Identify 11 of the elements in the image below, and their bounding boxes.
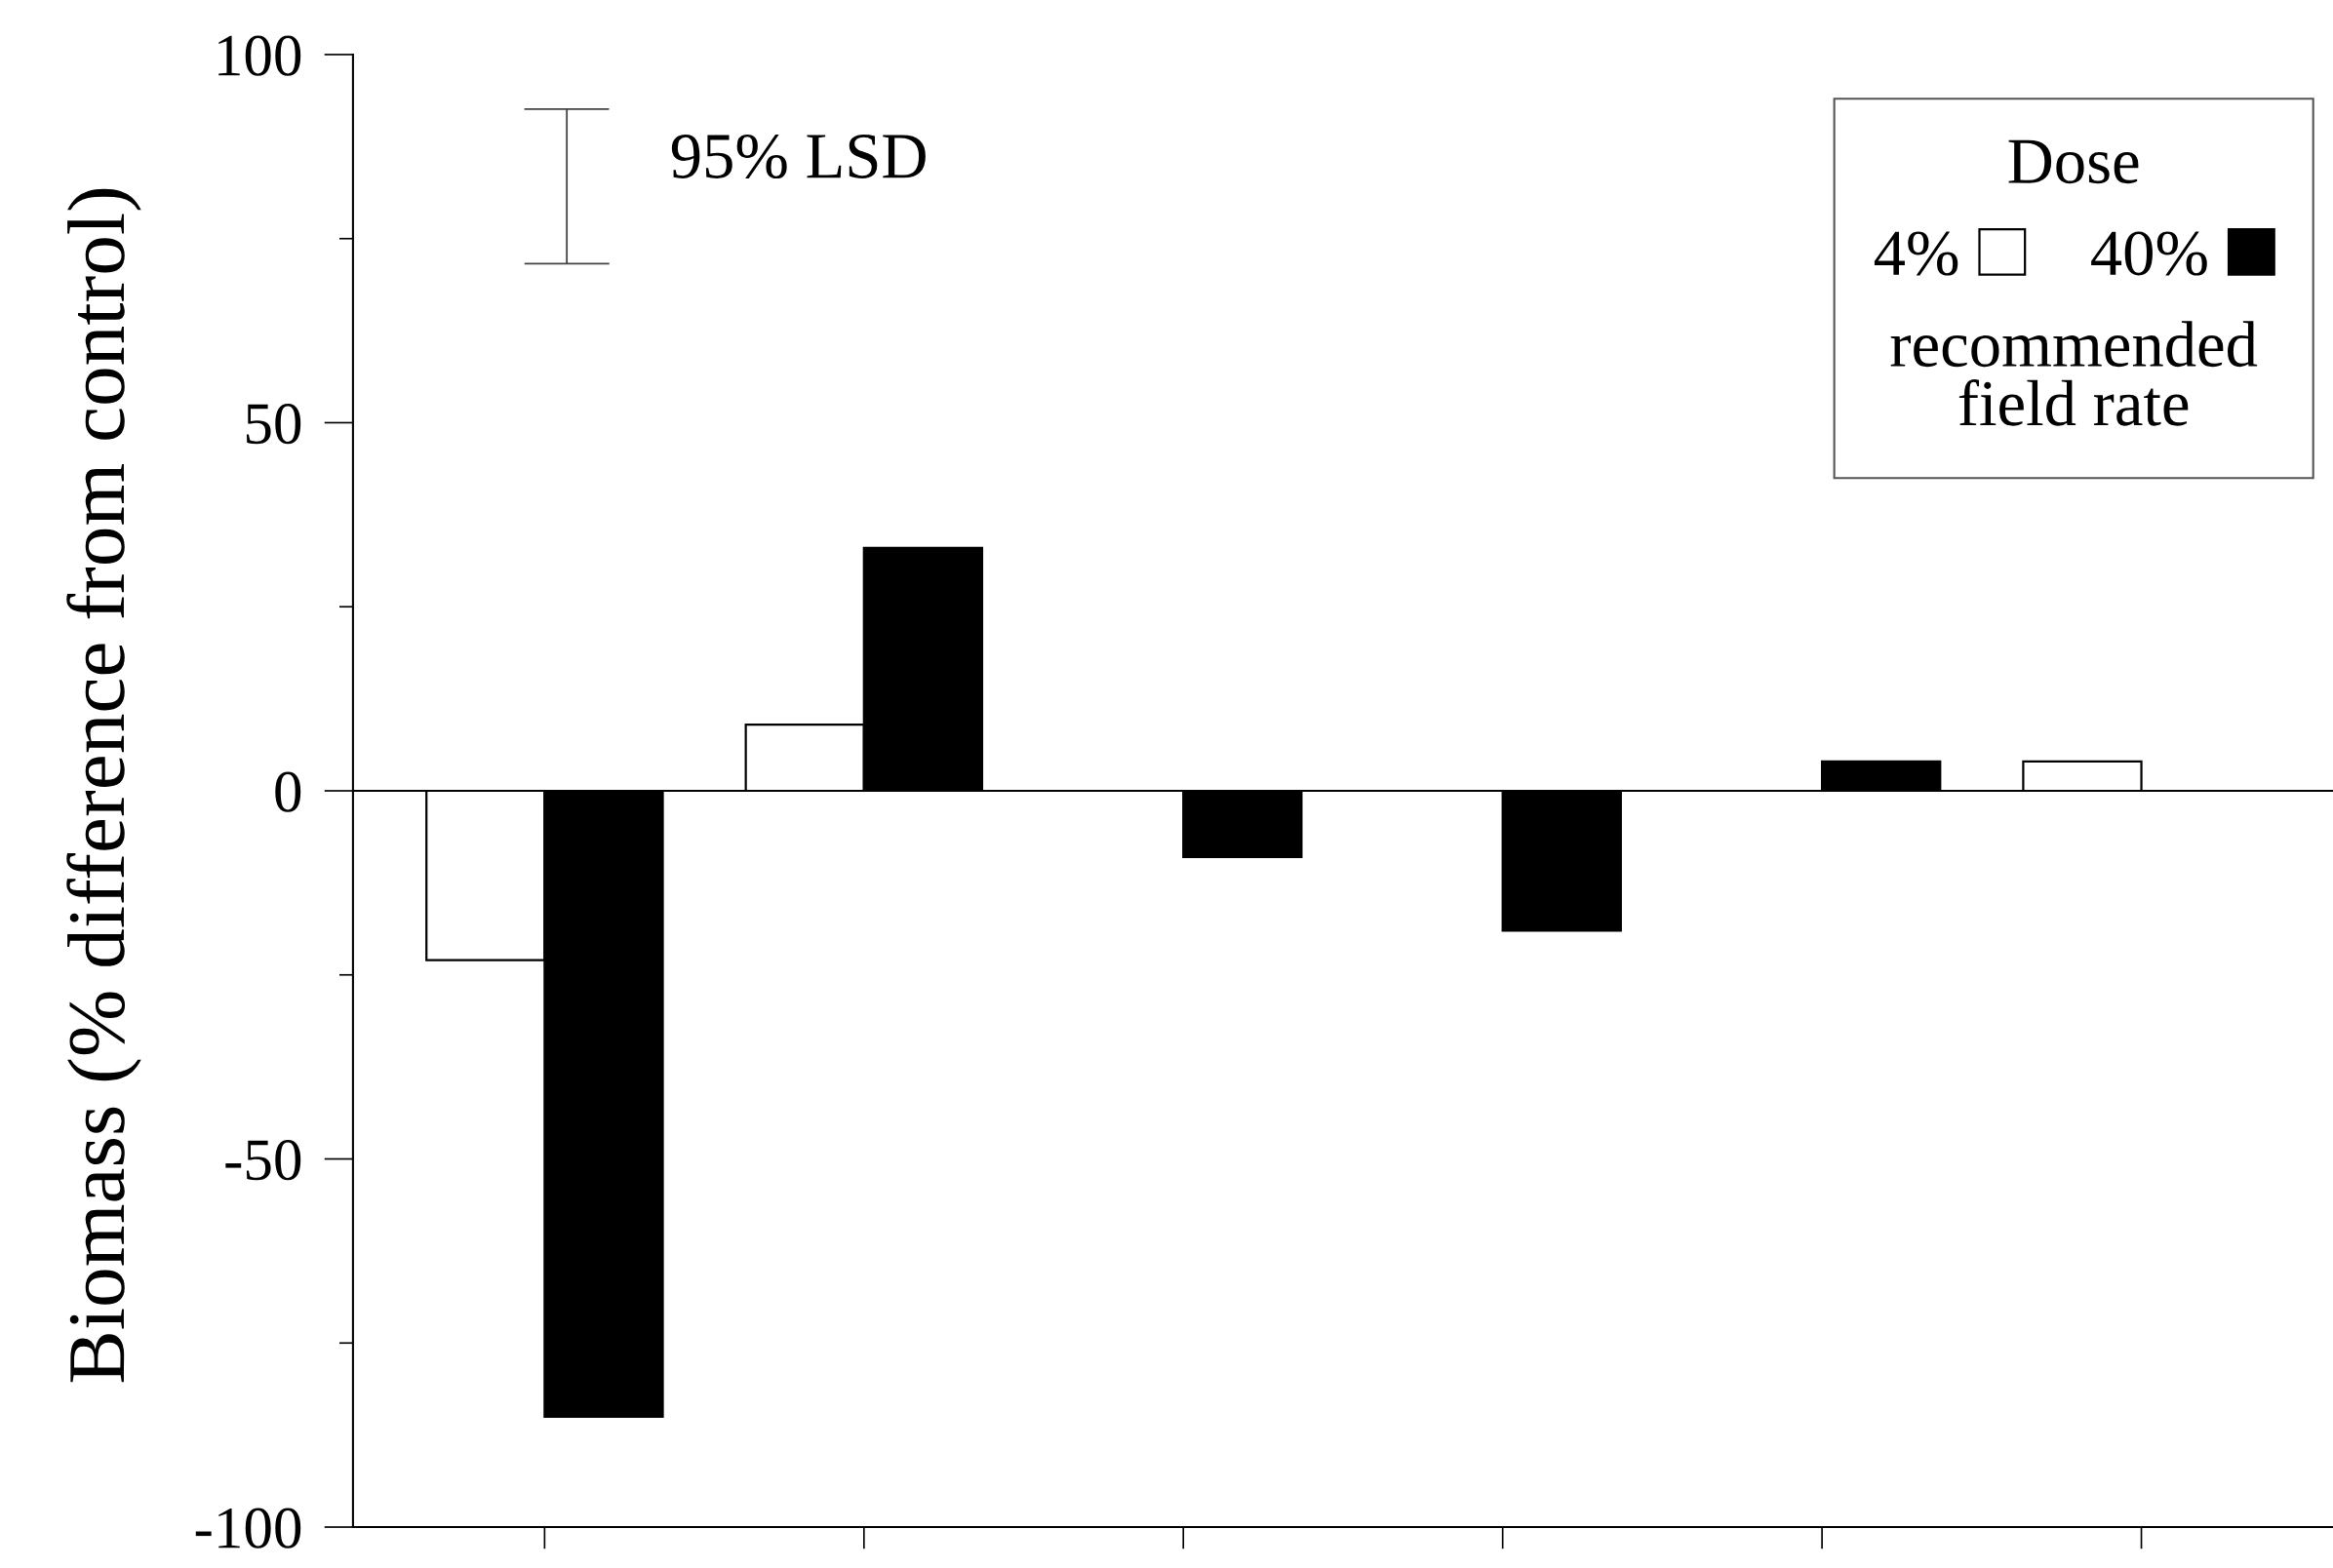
annotation: recommended field rate: [1890, 321, 2258, 426]
y-tick-label: 0: [275, 771, 301, 812]
legend-label: 4%: [1874, 231, 1958, 276]
y-tick-label: -100: [195, 1508, 301, 1548]
annotation: 95% LSD: [671, 134, 926, 179]
y-tick-label: 100: [218, 35, 301, 76]
y-tick-label: 50: [246, 404, 301, 445]
legend-title: Dose: [2008, 139, 2139, 184]
y-tick-label: -50: [225, 1140, 301, 1181]
legend-label: 40%: [2091, 231, 2207, 276]
y-axis-title: Biomass (% difference from control): [66, 188, 141, 1383]
